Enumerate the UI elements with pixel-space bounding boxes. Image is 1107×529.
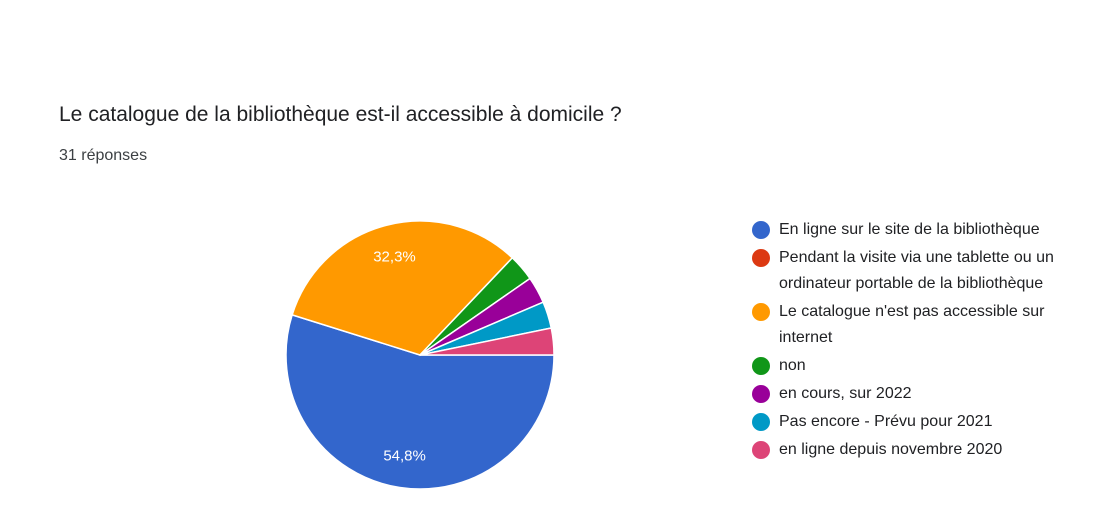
legend-item-3[interactable]: non [750,353,1095,379]
pie-slice-0[interactable] [285,314,555,490]
response-count: 31 réponses [59,147,148,164]
legend-item-1[interactable]: Pendant la visite via une tablette ou un… [750,245,1095,297]
legend-label-2: Le catalogue n'est pas accessible sur in… [779,303,1045,346]
pie-slice-label-0: 54,8% [383,448,426,465]
legend-label-0: En ligne sur le site de la bibliothèque [779,221,1040,238]
legend-item-4[interactable]: en cours, sur 2022 [750,381,1095,407]
legend-label-5: Pas encore - Prévu pour 2021 [779,413,993,430]
legend-swatch-6 [752,441,770,459]
pie-slice-label-2: 32,3% [373,248,416,265]
legend-swatch-1 [752,249,770,267]
legend-item-5[interactable]: Pas encore - Prévu pour 2021 [750,409,1095,435]
chart-title: Le catalogue de la bibliothèque est-il a… [59,103,622,126]
pie-chart: 54,8% 32,3% [285,220,555,490]
legend-swatch-0 [752,221,770,239]
legend-item-2[interactable]: Le catalogue n'est pas accessible sur in… [750,299,1095,351]
pie-slice-6[interactable] [419,327,555,356]
legend-swatch-5 [752,413,770,431]
legend-item-0[interactable]: En ligne sur le site de la bibliothèque [750,217,1095,243]
legend-label-6: en ligne depuis novembre 2020 [779,441,1003,458]
legend-label-3: non [779,357,806,374]
legend-label-1: Pendant la visite via une tablette ou un… [779,249,1054,292]
legend-swatch-2 [752,303,770,321]
legend-item-6[interactable]: en ligne depuis novembre 2020 [750,437,1095,463]
legend-swatch-4 [752,385,770,403]
pie-slice-2[interactable] [291,220,514,356]
legend-label-4: en cours, sur 2022 [779,385,912,402]
chart-legend: En ligne sur le site de la bibliothèque P… [750,217,1095,465]
legend-swatch-3 [752,357,770,375]
